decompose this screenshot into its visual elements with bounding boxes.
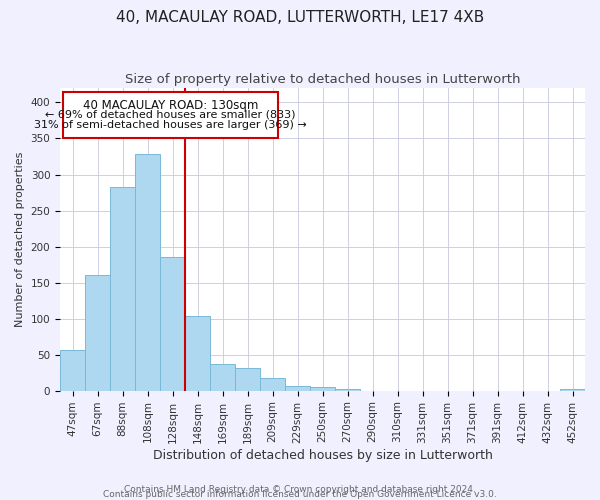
Bar <box>185 316 210 390</box>
Bar <box>210 364 235 390</box>
Bar <box>60 350 85 391</box>
Title: Size of property relative to detached houses in Lutterworth: Size of property relative to detached ho… <box>125 72 520 86</box>
Bar <box>560 388 585 390</box>
Text: 31% of semi-detached houses are larger (369) →: 31% of semi-detached houses are larger (… <box>34 120 307 130</box>
Text: ← 69% of detached houses are smaller (833): ← 69% of detached houses are smaller (83… <box>45 110 296 120</box>
Text: Contains HM Land Registry data © Crown copyright and database right 2024.: Contains HM Land Registry data © Crown c… <box>124 484 476 494</box>
Text: 40, MACAULAY ROAD, LUTTERWORTH, LE17 4XB: 40, MACAULAY ROAD, LUTTERWORTH, LE17 4XB <box>116 10 484 25</box>
Bar <box>310 387 335 390</box>
FancyBboxPatch shape <box>63 92 278 138</box>
Bar <box>335 388 360 390</box>
Bar <box>85 276 110 390</box>
Bar <box>160 258 185 390</box>
Text: 40 MACAULAY ROAD: 130sqm: 40 MACAULAY ROAD: 130sqm <box>83 99 258 112</box>
Bar <box>260 378 285 390</box>
X-axis label: Distribution of detached houses by size in Lutterworth: Distribution of detached houses by size … <box>152 450 493 462</box>
Bar <box>235 368 260 390</box>
Bar <box>135 154 160 390</box>
Text: Contains public sector information licensed under the Open Government Licence v3: Contains public sector information licen… <box>103 490 497 499</box>
Bar <box>285 386 310 390</box>
Y-axis label: Number of detached properties: Number of detached properties <box>15 152 25 327</box>
Bar <box>110 187 135 390</box>
